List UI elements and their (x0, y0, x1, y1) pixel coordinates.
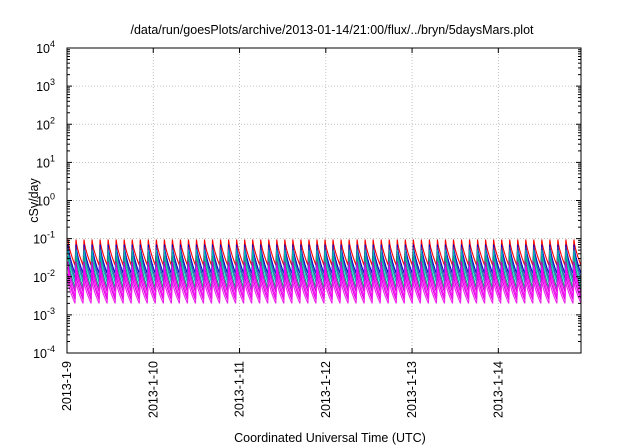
y-tick-label: 10-4 (33, 344, 55, 361)
y-tick-base: 10 (36, 80, 50, 94)
x-tick-label: 2013-1-9 (60, 361, 74, 411)
x-tick-label: 2013-1-11 (233, 361, 247, 417)
y-tick-label: 104 (36, 39, 55, 56)
y-tick-exponent: -3 (47, 306, 55, 316)
y-tick-label: 100 (36, 192, 55, 209)
y-tick-label: 102 (36, 115, 55, 132)
x-tick-label: 2013-1-10 (146, 361, 160, 418)
y-tick-base: 10 (33, 271, 47, 285)
y-tick-base: 10 (36, 118, 50, 132)
y-tick-base: 10 (33, 309, 47, 323)
y-tick-base: 10 (36, 42, 50, 56)
y-tick-label: 10-3 (33, 306, 55, 323)
y-tick-exponent: -2 (47, 268, 55, 278)
series-group (67, 239, 582, 304)
y-tick-exponent: 0 (50, 192, 55, 202)
y-tick-label: 103 (36, 77, 55, 94)
y-tick-exponent: 1 (50, 153, 55, 163)
y-tick-exponent: 3 (50, 77, 55, 87)
x-tick-label: 2013-1-12 (319, 361, 333, 418)
y-tick-base: 10 (33, 347, 47, 361)
y-axis-label: cSv/day (27, 178, 41, 223)
x-axis-label: Coordinated Universal Time (UTC) (234, 431, 426, 445)
x-tick-label: 2013-1-13 (405, 361, 419, 418)
y-tick-exponent: 4 (50, 39, 55, 49)
x-tick-label: 2013-1-14 (491, 361, 505, 418)
y-tick-exponent: -4 (47, 344, 55, 354)
y-tick-label: 10-1 (33, 230, 55, 247)
y-tick-exponent: -1 (47, 230, 55, 240)
y-tick-label: 101 (36, 153, 55, 170)
y-tick-base: 10 (36, 156, 50, 170)
series-line-8 (67, 280, 582, 304)
y-tick-exponent: 2 (50, 115, 55, 125)
y-tick-label: 10-2 (33, 268, 55, 285)
grid (67, 48, 581, 353)
y-tick-base: 10 (33, 233, 47, 247)
chart-title: /data/run/goesPlots/archive/2013-01-14/2… (130, 23, 534, 37)
y-tick-base: 10 (36, 195, 50, 209)
plot-frame (66, 47, 582, 354)
